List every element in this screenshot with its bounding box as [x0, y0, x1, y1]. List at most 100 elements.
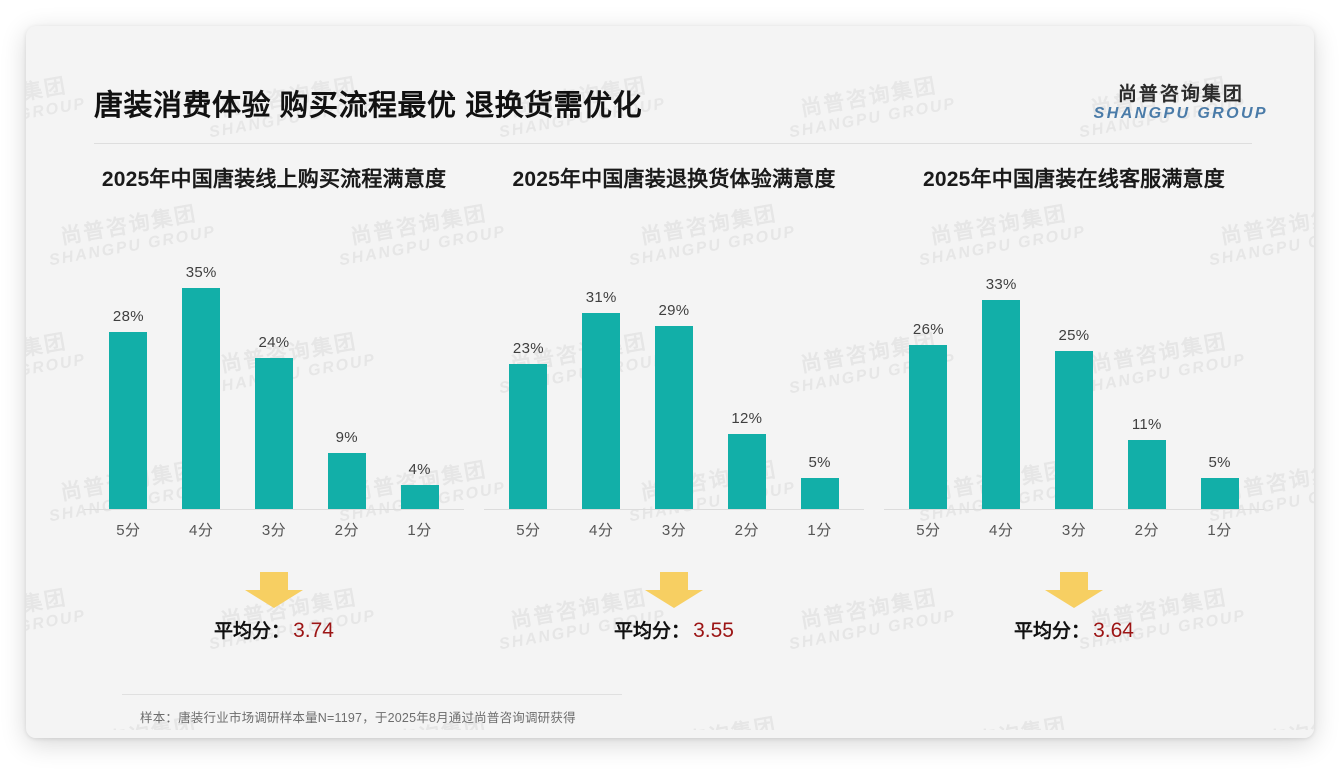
- chart-panel-3: 2025年中国唐装在线客服满意度 26% 33% 25%: [874, 166, 1274, 666]
- bar-rect: [254, 357, 293, 510]
- x-tick-label: 4分: [189, 522, 214, 539]
- x-tick-label: 3分: [261, 522, 287, 539]
- bar-rect: [909, 344, 948, 510]
- down-arrow-icon: [1045, 572, 1103, 608]
- logo-english-text: SHANGPU GROUP: [1093, 105, 1268, 123]
- bar-column: 33%: [965, 256, 1038, 510]
- x-tick-label: 1分: [807, 522, 832, 539]
- average-score-3: 平均分： 3.64: [1014, 616, 1134, 643]
- x-tick-label: 3分: [1061, 522, 1087, 539]
- x-axis-line: [884, 509, 1264, 510]
- x-tick-label: 1分: [407, 522, 432, 539]
- average-block-1: 平均分： 3.74: [84, 572, 464, 664]
- slide-header: 唐装消费体验 购买流程最优 退换货需优化 尚普咨询集团 SHANGPU GROU…: [26, 26, 1314, 122]
- bar-series-2: 23% 31% 29% 12%: [492, 256, 856, 510]
- bar-column: 25%: [1038, 256, 1111, 510]
- bar-value-label: 9%: [335, 428, 358, 446]
- bar-value-label: 29%: [658, 301, 690, 319]
- average-block-3: 平均分： 3.64: [884, 572, 1264, 664]
- bar-rect: [582, 313, 621, 510]
- x-axis-line: [84, 509, 464, 510]
- down-arrow-icon: [645, 572, 703, 608]
- bar-rect: [182, 287, 221, 510]
- x-tick-label: 3分: [661, 522, 687, 539]
- sample-footnote: 样本：唐装行业市场调研样本量N=1197，于2025年8月通过尚普咨询调研获得: [140, 711, 576, 725]
- company-logo: 尚普咨询集团 SHANGPU GROUP: [1094, 84, 1268, 123]
- x-tick-label: 4分: [589, 522, 614, 539]
- bar-column: 11%: [1110, 256, 1183, 510]
- average-label: 平均分：: [214, 621, 291, 642]
- bar-value-label: 5%: [1208, 454, 1231, 472]
- average-block-2: 平均分： 3.55: [484, 572, 864, 664]
- chart-panel-2: 2025年中国唐装退换货体验满意度 23% 31% 29%: [474, 166, 874, 666]
- chart-title-1: 2025年中国唐装线上购买流程满意度: [101, 168, 447, 191]
- average-score-2: 平均分： 3.55: [614, 616, 734, 643]
- bar-value-label: 35%: [185, 263, 217, 281]
- bar-value-label: 24%: [258, 333, 290, 351]
- bar-rect: [982, 300, 1021, 510]
- bar-value-label: 26%: [912, 320, 944, 338]
- average-score-1: 平均分： 3.74: [214, 616, 334, 643]
- x-axis-ticks: 5分 4分 3分 2分 1分: [92, 519, 456, 540]
- x-tick-label: 1分: [1207, 522, 1232, 539]
- page-title: 唐装消费体验 购买流程最优 退换货需优化: [94, 90, 643, 122]
- bar-column: 28%: [92, 256, 165, 510]
- bar-value-label: 5%: [808, 454, 831, 472]
- bar-rect: [1200, 478, 1239, 510]
- bar-rect: [800, 478, 839, 510]
- slide-footer: ©2025.10 SHANGPU GROUP www.shangpu-china…: [26, 730, 1314, 738]
- bar-value-label: 31%: [585, 289, 617, 307]
- x-tick-label: 2分: [734, 522, 759, 539]
- average-label: 平均分：: [1014, 621, 1091, 642]
- bar-value-label: 25%: [1058, 327, 1090, 345]
- bar-chart-1: 28% 35% 24% 9%: [84, 256, 464, 546]
- logo-chinese-text: 尚普咨询集团: [1117, 84, 1244, 105]
- bar-rect: [1127, 440, 1166, 510]
- bar-column: 12%: [710, 256, 783, 510]
- bar-column: 24%: [238, 256, 311, 510]
- bar-column: 9%: [310, 256, 383, 510]
- charts-row: 2025年中国唐装线上购买流程满意度 28% 35% 24%: [74, 166, 1274, 666]
- bar-value-label: 12%: [731, 409, 763, 427]
- average-label: 平均分：: [614, 621, 691, 642]
- bar-value-label: 23%: [512, 339, 544, 357]
- bar-chart-2: 23% 31% 29% 12%: [484, 256, 864, 546]
- bar-column: 29%: [638, 256, 711, 510]
- bar-column: 31%: [565, 256, 638, 510]
- bar-column: 26%: [892, 256, 965, 510]
- average-value: 3.64: [1093, 619, 1134, 642]
- chart-title-2: 2025年中国唐装退换货体验满意度: [512, 168, 836, 191]
- footnote-divider: [122, 694, 622, 695]
- x-axis-ticks: 5分 4分 3分 2分 1分: [892, 519, 1256, 540]
- bar-value-label: 33%: [985, 276, 1017, 294]
- x-tick-label: 5分: [116, 522, 141, 539]
- x-axis-ticks: 5分 4分 3分 2分 1分: [492, 519, 856, 540]
- bar-column: 5%: [1183, 256, 1256, 510]
- x-tick-label: 2分: [334, 522, 359, 539]
- header-divider: [94, 143, 1252, 144]
- average-value: 3.74: [293, 619, 334, 642]
- x-tick-label: 2分: [1134, 522, 1159, 539]
- chart-panel-1: 2025年中国唐装线上购买流程满意度 28% 35% 24%: [74, 166, 474, 666]
- bar-rect: [109, 332, 148, 510]
- bar-column: 4%: [383, 256, 456, 510]
- bar-value-label: 4%: [408, 460, 431, 478]
- bar-rect: [400, 484, 439, 510]
- bar-value-label: 28%: [112, 308, 144, 326]
- bar-column: 5%: [783, 256, 856, 510]
- bar-column: 35%: [165, 256, 238, 510]
- bar-value-label: 11%: [1131, 416, 1162, 434]
- bar-series-1: 28% 35% 24% 9%: [92, 256, 456, 510]
- x-tick-label: 4分: [989, 522, 1014, 539]
- bar-rect: [1054, 351, 1093, 510]
- bar-rect: [654, 325, 693, 510]
- bar-rect: [509, 363, 548, 510]
- bar-rect: [327, 452, 366, 510]
- chart-title-3: 2025年中国唐装在线客服满意度: [923, 168, 1225, 191]
- down-arrow-icon: [245, 572, 303, 608]
- x-tick-label: 5分: [516, 522, 541, 539]
- bar-rect: [727, 433, 766, 510]
- bar-chart-3: 26% 33% 25% 11%: [884, 256, 1264, 546]
- bar-series-3: 26% 33% 25% 11%: [892, 256, 1256, 510]
